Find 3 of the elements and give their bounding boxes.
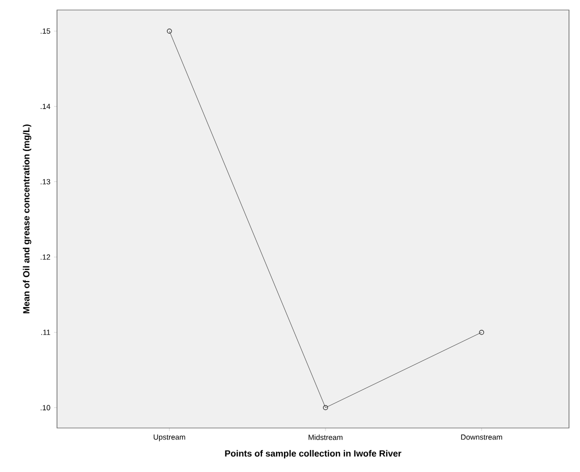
point (323, 405, 328, 410)
x-axis-title: Points of sample collection in Iwofe River (225, 450, 402, 458)
y-axis-title: Mean of Oil and grease concentration (mg/L) (22, 124, 32, 314)
